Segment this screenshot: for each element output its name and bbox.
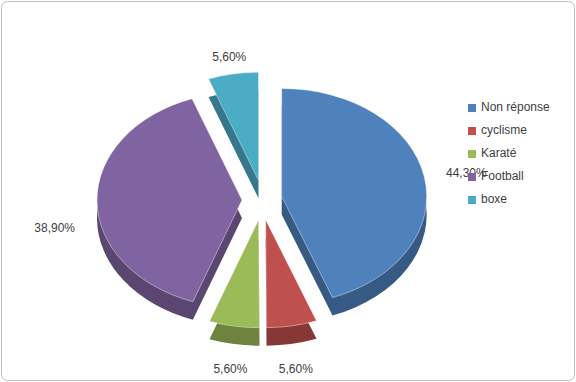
data-label: 38,90%	[34, 221, 75, 235]
slice	[282, 88, 427, 297]
slice	[97, 99, 242, 302]
pie-top	[97, 72, 427, 327]
legend-swatch	[468, 127, 476, 135]
slice	[209, 72, 259, 180]
legend-label: boxe	[481, 192, 507, 206]
legend-swatch	[468, 196, 476, 204]
pie-plot	[97, 72, 427, 345]
legend-label: Karaté	[481, 146, 517, 160]
data-label: 5,60%	[213, 362, 247, 376]
data-label: 5,60%	[279, 362, 313, 376]
legend-swatch	[468, 150, 476, 158]
legend-swatch	[468, 173, 476, 181]
legend-label: Non réponse	[481, 100, 550, 114]
legend-swatch	[468, 104, 476, 112]
chart-frame	[2, 2, 575, 381]
legend-label: Football	[481, 169, 524, 183]
slice	[266, 220, 317, 328]
chart: 44,30%5,60%5,60%38,90%5,60%Non réponsecy…	[0, 0, 576, 382]
legend-label: cyclisme	[481, 123, 527, 137]
legend: Non réponse cyclisme Karaté Football boxe	[468, 100, 550, 206]
data-labels: 44,30%5,60%5,60%38,90%5,60%	[34, 50, 487, 376]
data-label: 5,60%	[212, 50, 246, 64]
